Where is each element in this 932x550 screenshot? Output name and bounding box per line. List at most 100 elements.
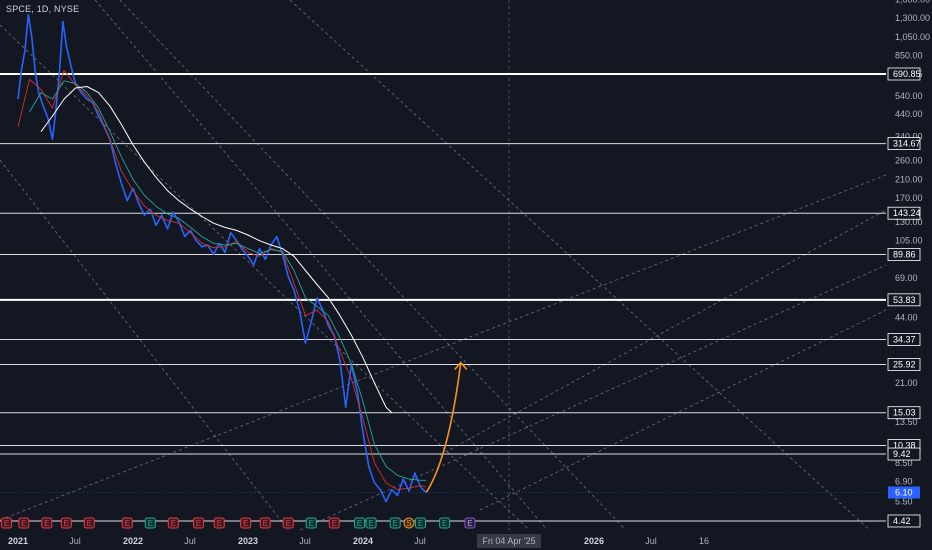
series-line [17,69,427,491]
x-tick-label: 2026 [584,536,604,546]
y-tick-label: 170.00 [895,193,923,203]
crosshair-date-badge [477,534,541,548]
trend-line [119,0,641,546]
event-marker[interactable] [18,517,30,529]
event-label: E [418,519,423,528]
level-badge-label: 15.03 [893,408,916,418]
event-marker[interactable] [354,517,366,529]
trend-line [0,174,887,521]
event-marker[interactable] [213,517,225,529]
event-label: E [332,519,337,528]
y-tick-label: 1,050.00 [895,32,930,42]
x-tick-label: 16 [699,536,709,546]
x-tick-label: Jul [299,536,311,546]
event-label: E [44,519,49,528]
x-tick-label: Jul [184,536,196,546]
y-tick-label: 1,300.00 [895,13,930,23]
event-marker[interactable] [60,517,72,529]
series-layer [17,13,427,503]
event-marker[interactable] [167,517,179,529]
event-label: E [357,519,362,528]
x-tick-label: 2021 [8,536,28,546]
y-tick-label: 540.00 [895,91,923,101]
event-label: E [263,519,268,528]
x-axis[interactable]: 2021 Jul 2022 Jul 2023 Jul 2024 Jul 2026 Jul 16 Fri… [0,530,932,550]
event-label: E [171,519,176,528]
event-marker[interactable] [365,517,377,529]
trend-channel-lines [0,0,887,546]
event-label: E [243,519,248,528]
level-badge-label: 690.85 [893,69,921,79]
level-badge [887,67,921,81]
trend-line [0,159,301,546]
level-badge [887,137,921,150]
arrow-shaft [425,362,462,493]
level-badge-label: 314.67 [893,139,921,149]
event-marker[interactable] [415,517,426,529]
level-badge-label: 34.37 [893,335,916,345]
y-tick-label: 105.00 [895,236,923,246]
y-tick-label: 6.90 [895,477,913,487]
event-label: E [64,519,69,528]
event-marker[interactable] [144,517,156,529]
event-label: E [368,519,373,528]
trend-line [0,24,546,546]
event-label: E [87,519,92,528]
event-label: E [309,519,314,528]
x-tick-label: 2022 [123,536,143,546]
trend-line [289,0,887,546]
level-badge [887,293,921,307]
y-tick-label: 850.00 [895,51,923,61]
trend-line [299,264,887,531]
event-label: E [286,519,291,528]
level-badge [887,514,921,528]
level-badge-label: 9.42 [893,449,911,459]
event-label: E [217,519,222,528]
event-label: E [125,519,130,528]
event-label: E [442,519,447,528]
event-marker[interactable] [240,517,252,529]
event-marker[interactable] [121,517,133,529]
level-badge-label: 10.38 [893,440,916,450]
level-badge-label: 143.24 [893,208,921,218]
y-tick-label: 440.00 [895,109,923,119]
x-tick-label: Jul [645,536,657,546]
event-marker[interactable] [305,517,317,529]
event-marker[interactable] [1,517,12,529]
level-badge-label: 89.86 [893,249,916,259]
last-price-label: 6.10 [895,487,913,497]
y-tick-label: 8.50 [895,458,913,468]
series-line [17,13,427,503]
level-badge [887,248,921,261]
x-axis-bg [0,530,932,550]
series-line [29,80,427,481]
event-marker[interactable] [41,517,53,529]
event-marker[interactable] [464,517,476,529]
y-tick-label: 69.00 [895,273,918,283]
event-label: E [21,519,26,528]
crosshair-date-label: Fri 04 Apr '25 [482,536,535,546]
y-tick-label: 130.00 [895,217,923,227]
trend-line [439,209,887,456]
y-tick-label: 44.00 [895,313,918,323]
level-badge-label: 25.92 [893,359,916,369]
event-marker[interactable] [193,517,205,529]
event-label: E [4,519,9,528]
event-label: E [393,519,398,528]
event-marker[interactable] [328,517,340,529]
level-badge-label: 53.83 [893,295,916,305]
level-badge [887,358,921,371]
event-marker[interactable] [439,517,451,529]
event-marker[interactable] [83,517,95,529]
event-marker[interactable] [403,517,415,529]
event-label: S [406,519,411,528]
event-marker[interactable] [389,517,401,529]
x-tick-label: Jul [414,536,426,546]
event-marker[interactable] [282,517,294,529]
event-marker[interactable] [259,517,271,529]
y-tick-label: 5.50 [895,497,913,507]
arrow-head [454,361,468,371]
